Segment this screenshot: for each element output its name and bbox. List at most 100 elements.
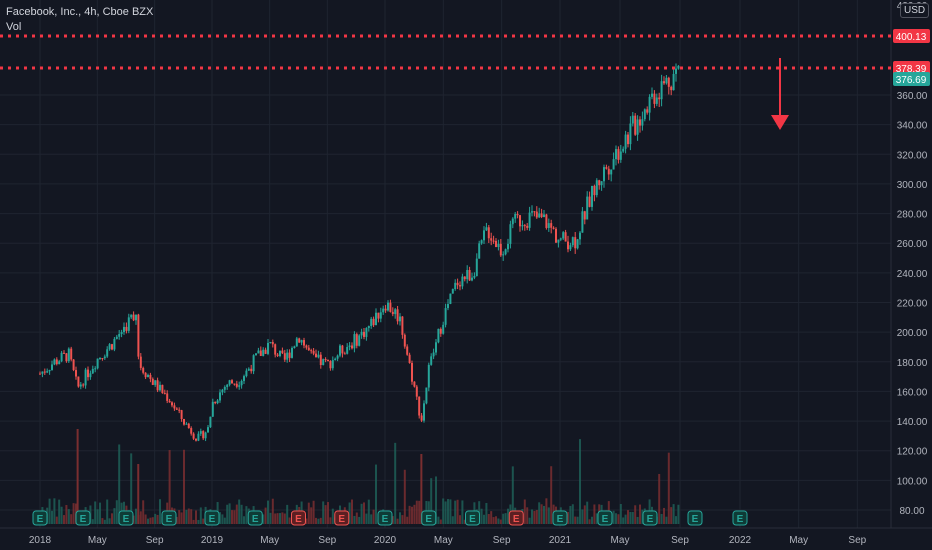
earnings-marker[interactable]: E (161, 510, 177, 526)
volume-bar (523, 499, 526, 524)
volume-bar (219, 512, 221, 524)
earnings-marker[interactable]: E (334, 510, 350, 526)
candle-body (151, 378, 154, 385)
volume-bar (449, 499, 452, 524)
earnings-marker[interactable]: E (552, 510, 568, 526)
volume-bar (360, 503, 363, 524)
candle-body (473, 275, 476, 278)
volume-bar (199, 507, 202, 524)
candle-body (665, 77, 668, 84)
down-arrow-head[interactable] (771, 115, 789, 130)
candle-body (483, 230, 485, 241)
candle-body (113, 338, 116, 350)
earnings-marker[interactable]: E (377, 510, 393, 526)
volume-bar (629, 511, 632, 524)
candle-body (329, 360, 332, 369)
candle-body (137, 314, 140, 357)
candle-body (39, 373, 41, 375)
earnings-marker[interactable]: E (32, 510, 48, 526)
volume-bar (372, 509, 375, 524)
earnings-marker-box (508, 510, 524, 526)
candle-body (209, 416, 212, 428)
candle-body (65, 353, 68, 362)
volume-bar (627, 510, 629, 524)
volume-bar (276, 513, 279, 524)
candle-body (99, 358, 101, 360)
earnings-marker[interactable]: E (204, 510, 220, 526)
candle-body (670, 86, 673, 91)
volume-bar (317, 518, 320, 524)
candle-body (658, 97, 661, 100)
earnings-marker-label: E (425, 514, 432, 525)
candle-body (341, 345, 344, 354)
earnings-marker[interactable]: E (642, 510, 658, 526)
currency-button[interactable]: USD (900, 3, 930, 18)
symbol-title[interactable]: Facebook, Inc., 4h, Cboe BZX (6, 6, 154, 18)
volume-bar (111, 513, 113, 524)
volume-bar (456, 499, 459, 524)
earnings-marker[interactable]: E (291, 510, 306, 526)
candle-body (312, 350, 315, 354)
volume-bar (67, 509, 70, 524)
earnings-marker[interactable]: E (597, 510, 613, 526)
candle-body (108, 344, 111, 350)
candle-body (327, 360, 329, 362)
candle-body (279, 350, 281, 356)
earnings-marker[interactable]: E (75, 510, 91, 526)
volume-bar (151, 517, 154, 524)
earnings-marker[interactable]: E (421, 510, 437, 526)
earnings-marker[interactable]: E (118, 510, 134, 526)
volume-bar (228, 503, 231, 524)
candle-body (559, 238, 562, 240)
candle-body (41, 371, 44, 374)
candle-body (490, 238, 493, 241)
volume-bar (675, 516, 677, 524)
earnings-marker[interactable]: E (508, 510, 524, 526)
candle-body (396, 309, 399, 322)
earnings-marker[interactable]: E (687, 510, 703, 526)
volume-bar (406, 516, 409, 524)
volume-bar (307, 502, 310, 524)
earnings-marker-box (552, 510, 568, 526)
earnings-marker[interactable]: E (732, 510, 748, 526)
volume-bar (245, 506, 248, 524)
earnings-marker[interactable]: E (465, 510, 480, 526)
volume-bar (617, 514, 620, 524)
volume-bar (267, 500, 269, 524)
candle-body (531, 211, 533, 213)
volume-bar (118, 444, 121, 524)
candle-body (216, 400, 219, 404)
volume-bar (101, 518, 104, 524)
candle-body (240, 380, 243, 386)
earnings-marker-box (291, 510, 306, 526)
volume-bar (533, 510, 536, 524)
earnings-marker-label: E (647, 514, 654, 525)
candle-body (358, 335, 361, 346)
x-tick-label: 2021 (549, 535, 572, 546)
candle-body (243, 376, 245, 381)
candle-body (139, 356, 142, 368)
volume-bar (154, 513, 157, 524)
candle-body (375, 312, 377, 326)
volume-indicator-label[interactable]: Vol (6, 21, 22, 33)
candle-body (639, 119, 641, 126)
candle-body (228, 380, 231, 385)
x-tick-label: May (434, 535, 453, 546)
volume-bar (108, 518, 111, 524)
volume-bar (526, 507, 529, 524)
volume-bar (331, 508, 334, 524)
candle-body (60, 352, 63, 362)
earnings-marker[interactable]: E (247, 510, 263, 526)
volume-bar (670, 507, 673, 524)
candle-body (415, 386, 418, 397)
volume-bar (94, 501, 97, 524)
candle-body (324, 359, 327, 361)
volume-bar (396, 518, 399, 524)
candle-body (545, 214, 548, 228)
volume-bar (91, 519, 94, 524)
volume-bar (535, 509, 538, 524)
volume-bar (442, 498, 445, 524)
candle-body (190, 428, 193, 434)
candle-body (173, 405, 176, 409)
